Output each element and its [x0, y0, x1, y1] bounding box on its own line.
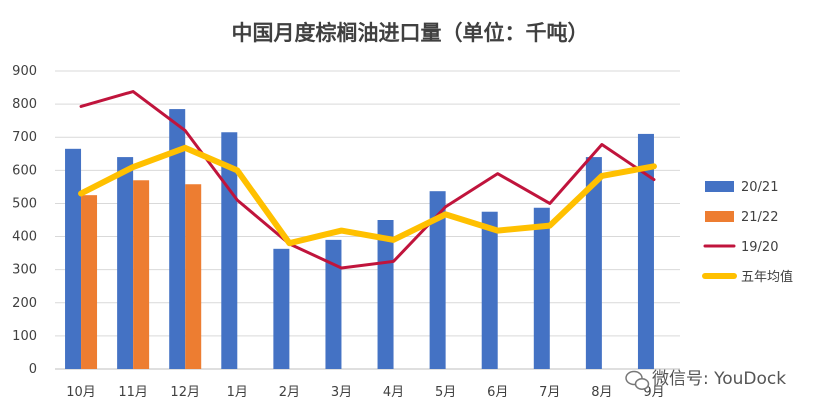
legend: 20/21 21/22 19/20 五年均值	[702, 180, 793, 285]
x-tick-label: 1月	[227, 385, 248, 400]
y-tick-label: 400	[12, 230, 37, 245]
legend-swatch	[705, 181, 734, 192]
line-five-year-average	[78, 144, 657, 247]
x-tick-label: 3月	[331, 385, 352, 400]
y-tick-label: 0	[29, 362, 37, 377]
bar-21-22	[133, 180, 150, 369]
y-tick-label: 800	[12, 97, 37, 112]
x-tick-label: 4月	[383, 385, 404, 400]
y-tick-label: 500	[12, 196, 37, 211]
y-tick-label: 700	[12, 130, 37, 145]
bar-20-21	[273, 248, 290, 369]
x-tick-label: 6月	[487, 385, 508, 400]
y-tick-label: 300	[12, 263, 37, 278]
legend-label: 21/22	[741, 210, 778, 225]
bars	[65, 109, 654, 370]
bar-21-22	[185, 184, 202, 369]
bar-21-22	[81, 195, 98, 369]
bar-20-21	[117, 157, 134, 369]
bar-20-21	[481, 211, 498, 369]
x-tick-label: 10月	[66, 385, 96, 400]
bar-20-21	[65, 148, 82, 369]
legend-label: 五年均值	[741, 269, 793, 285]
bar-20-21	[221, 132, 238, 369]
x-tick-label: 7月	[539, 385, 560, 400]
bar-20-21	[637, 133, 654, 369]
y-tick-label: 600	[12, 163, 37, 178]
x-tick-label: 11月	[118, 385, 148, 400]
x-tick-label: 8月	[591, 385, 612, 400]
x-tick-label: 2月	[279, 385, 300, 400]
lines	[78, 90, 657, 270]
line-19-20	[79, 90, 656, 270]
y-tick-label: 100	[12, 329, 37, 344]
y-tick-label: 200	[12, 296, 37, 311]
x-axis-ticks: 10月 11月 12月 1月 2月 3月 4月 5月 6月 7月 8月 9月	[66, 385, 664, 400]
bar-20-21	[169, 109, 186, 370]
bar-20-21	[325, 239, 342, 369]
bar-20-21	[533, 207, 550, 369]
bar-20-21	[429, 191, 446, 369]
chart-title: 中国月度棕榈油进口量（单位：千吨）	[232, 21, 589, 45]
legend-swatch	[705, 211, 734, 222]
x-tick-label: 9月	[643, 385, 664, 400]
watermark: 微信号: YouDock	[625, 369, 786, 390]
y-tick-label: 900	[12, 64, 37, 79]
watermark-text: 微信号: YouDock	[652, 369, 786, 389]
bar-20-21	[377, 220, 394, 369]
wechat-icon	[625, 370, 650, 390]
legend-label: 19/20	[741, 240, 778, 255]
bar-20-21	[585, 157, 602, 369]
x-tick-label: 5月	[435, 385, 456, 400]
legend-label: 20/21	[741, 180, 778, 195]
y-axis-ticks: 0 100 200 300 400 500 600 700 800 900	[12, 64, 37, 377]
x-tick-label: 12月	[170, 385, 200, 400]
